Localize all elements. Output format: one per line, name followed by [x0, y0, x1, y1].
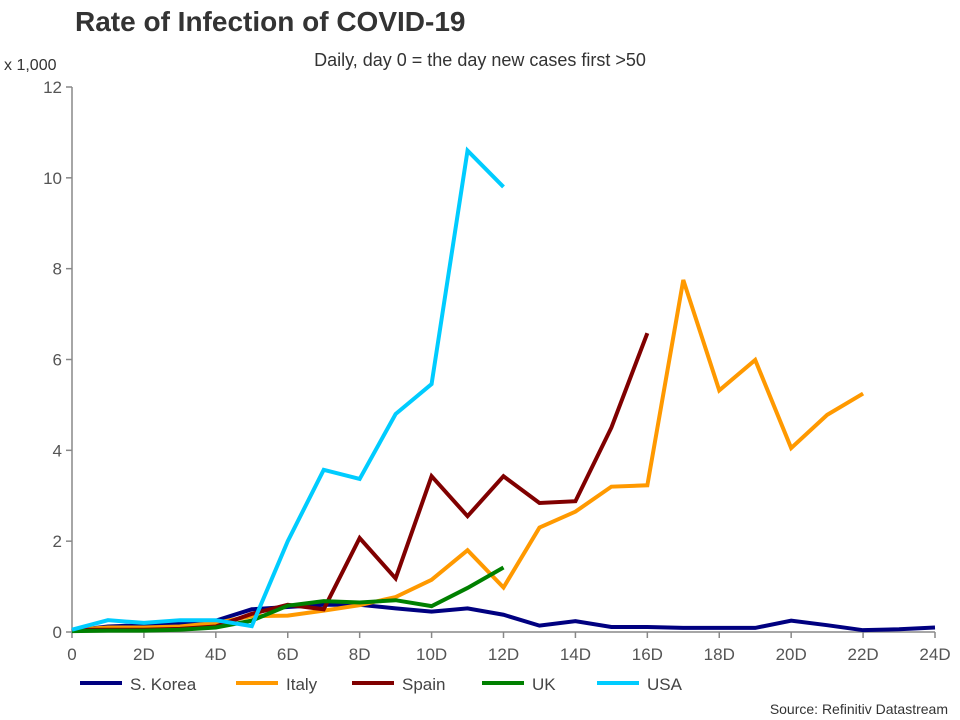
y-axis-unit: x 1,000	[4, 57, 57, 74]
series-line-usa	[71, 146, 505, 632]
source-note: Source: Refinitiv Datastream	[769, 701, 948, 717]
x-tick-label: 18D	[704, 645, 735, 664]
x-tick-label: 8D	[349, 645, 371, 664]
x-tick-label: 4D	[205, 645, 227, 664]
x-tick-label: 2D	[133, 645, 155, 664]
x-tick-label: 16D	[632, 645, 663, 664]
y-tick-label: 0	[53, 623, 62, 642]
y-tick-label: 2	[53, 532, 62, 551]
y-tick-label: 8	[53, 260, 62, 279]
series-line-uk	[71, 565, 505, 634]
y-tick-label: 10	[43, 169, 62, 188]
chart-subtitle: Daily, day 0 = the day new cases first >…	[314, 50, 646, 70]
series-line-spain	[72, 332, 650, 632]
x-tick-label: 20D	[776, 645, 807, 664]
x-tick-label: 24D	[919, 645, 950, 664]
legend-label: S. Korea	[130, 675, 197, 694]
legend-label: UK	[532, 675, 556, 694]
legend-label: Spain	[402, 675, 445, 694]
legend-label: USA	[647, 675, 683, 694]
x-tick-label: 14D	[560, 645, 591, 664]
chart-title: Rate of Infection of COVID-19	[75, 6, 466, 37]
legend-label: Italy	[286, 675, 318, 694]
x-tick-label: 0	[67, 645, 76, 664]
x-tick-label: 22D	[847, 645, 878, 664]
y-tick-label: 4	[53, 441, 62, 460]
x-tick-label: 10D	[416, 645, 447, 664]
y-tick-label: 12	[43, 78, 62, 97]
y-tick-label: 6	[53, 351, 62, 370]
x-tick-label: 12D	[488, 645, 519, 664]
series-line-italy	[71, 279, 865, 632]
x-tick-label: 6D	[277, 645, 299, 664]
